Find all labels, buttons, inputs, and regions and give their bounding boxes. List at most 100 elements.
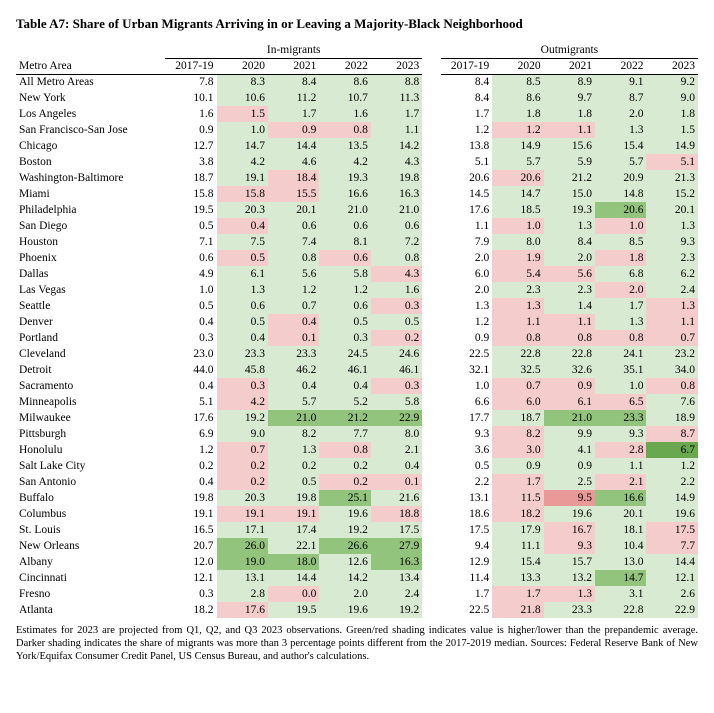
value-cell: 20.3 [217,202,268,218]
value-cell: 1.1 [492,314,543,330]
group-header-row: In-migrants Outmigrants [16,42,698,58]
value-cell: 2.8 [217,586,268,602]
value-cell: 4.1 [544,442,595,458]
table-row: Minneapolis5.14.25.75.25.86.66.06.16.57.… [16,394,698,410]
metro-cell: Cincinnati [16,570,165,586]
col-header: 2023 [371,58,422,74]
value-cell: 15.8 [217,186,268,202]
value-cell: 20.7 [165,538,216,554]
table-row: Chicago12.714.714.413.514.213.814.915.61… [16,138,698,154]
metro-cell: Honolulu [16,442,165,458]
value-cell: 0.9 [441,330,492,346]
value-cell: 10.4 [595,538,646,554]
column-header-row: Metro Area 2017-19 2020 2021 2022 2023 2… [16,58,698,74]
table-row: Columbus19.119.119.119.618.818.618.219.6… [16,506,698,522]
value-cell: 0.6 [268,218,319,234]
value-cell: 23.3 [595,410,646,426]
value-cell: 19.6 [544,506,595,522]
value-cell: 0.8 [319,122,370,138]
value-cell: 0.6 [319,218,370,234]
value-cell: 13.8 [441,138,492,154]
metro-cell: Salt Lake City [16,458,165,474]
value-cell: 9.3 [441,426,492,442]
value-cell: 19.1 [268,506,319,522]
value-cell: 15.8 [165,186,216,202]
value-cell: 8.4 [268,74,319,90]
metro-cell: Los Angeles [16,106,165,122]
metro-cell: Dallas [16,266,165,282]
metro-cell: Miami [16,186,165,202]
value-cell: 20.1 [646,202,698,218]
value-cell: 21.2 [319,410,370,426]
table-row: Fresno0.32.80.02.02.41.71.71.33.12.6 [16,586,698,602]
metro-cell: Fresno [16,586,165,602]
value-cell: 1.1 [544,122,595,138]
metro-cell: Columbus [16,506,165,522]
table-row: Cleveland23.023.323.324.524.622.522.822.… [16,346,698,362]
value-cell: 13.4 [371,570,422,586]
value-cell: 0.2 [217,474,268,490]
value-cell: 1.4 [544,298,595,314]
value-cell: 22.5 [441,602,492,618]
value-cell: 18.7 [492,410,543,426]
value-cell: 5.7 [268,394,319,410]
value-cell: 18.6 [441,506,492,522]
value-cell: 15.4 [595,138,646,154]
value-cell: 4.6 [268,154,319,170]
value-cell: 9.1 [595,74,646,90]
value-cell: 0.5 [217,250,268,266]
value-cell: 17.7 [441,410,492,426]
value-cell: 8.2 [268,426,319,442]
value-cell: 1.2 [441,122,492,138]
value-cell: 18.2 [492,506,543,522]
value-cell: 0.4 [319,378,370,394]
value-cell: 8.0 [492,234,543,250]
value-cell: 15.7 [544,554,595,570]
value-cell: 15.6 [544,138,595,154]
value-cell: 0.6 [371,218,422,234]
value-cell: 2.5 [544,474,595,490]
col-header: 2020 [217,58,268,74]
value-cell: 2.0 [441,250,492,266]
table-row: New York10.110.611.210.711.38.48.69.78.7… [16,90,698,106]
value-cell: 2.0 [319,586,370,602]
value-cell: 15.2 [646,186,698,202]
value-cell: 45.8 [217,362,268,378]
table-row: Sacramento0.40.30.40.40.31.00.70.91.00.8 [16,378,698,394]
value-cell: 19.6 [646,506,698,522]
value-cell: 1.8 [492,106,543,122]
metro-cell: Phoenix [16,250,165,266]
value-cell: 1.6 [165,106,216,122]
value-cell: 2.0 [595,282,646,298]
metro-cell: Philadelphia [16,202,165,218]
value-cell: 20.3 [217,490,268,506]
value-cell: 8.7 [646,426,698,442]
value-cell: 16.5 [165,522,216,538]
value-cell: 14.8 [595,186,646,202]
value-cell: 0.8 [646,378,698,394]
value-cell: 8.5 [492,74,543,90]
value-cell: 0.0 [268,586,319,602]
value-cell: 1.3 [217,282,268,298]
value-cell: 23.0 [165,346,216,362]
value-cell: 19.6 [319,602,370,618]
value-cell: 14.9 [646,490,698,506]
value-cell: 2.3 [544,282,595,298]
value-cell: 9.0 [217,426,268,442]
value-cell: 1.7 [268,106,319,122]
value-cell: 1.6 [371,282,422,298]
value-cell: 14.4 [268,138,319,154]
value-cell: 20.6 [441,170,492,186]
value-cell: 15.0 [544,186,595,202]
value-cell: 22.8 [544,346,595,362]
metro-cell: Detroit [16,362,165,378]
value-cell: 27.9 [371,538,422,554]
value-cell: 1.1 [595,458,646,474]
value-cell: 1.0 [595,378,646,394]
value-cell: 5.1 [165,394,216,410]
value-cell: 18.0 [268,554,319,570]
value-cell: 0.2 [268,458,319,474]
value-cell: 8.3 [217,74,268,90]
value-cell: 21.6 [371,490,422,506]
value-cell: 19.3 [319,170,370,186]
